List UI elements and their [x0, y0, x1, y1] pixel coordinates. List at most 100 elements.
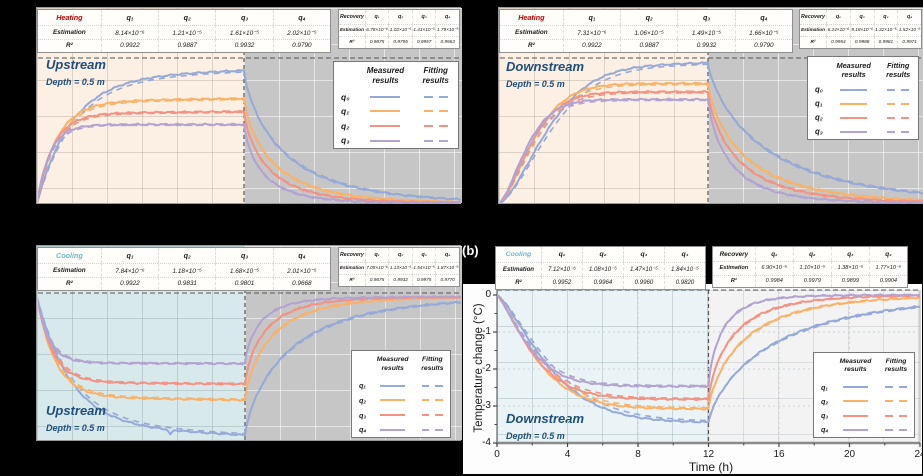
column-header: q₃: [215, 248, 272, 264]
column-header: q₄: [897, 10, 921, 24]
r2-value: 0.9984: [754, 274, 793, 287]
measured-curve-q₃: [38, 295, 461, 386]
phase-table: Heating q₁ q₂ q₃ q₄ Estimation 7.31×10⁻⁶ 1.06×1…: [499, 9, 793, 53]
x-tick-label: 0: [494, 449, 500, 460]
subfigure-label: (b): [462, 243, 479, 258]
legend-fitting-swatch: [415, 379, 450, 394]
column-header: q₁: [562, 10, 620, 26]
fitting-dash-swatch: [901, 103, 910, 106]
column-header: q₂: [158, 10, 215, 26]
estimation-value: 1.49×10⁻⁵: [677, 25, 735, 39]
row-label-estimation: Estimation: [38, 263, 101, 277]
row-label-estimation: Estimation: [500, 25, 563, 39]
r2-value: 0.9887: [620, 38, 678, 52]
r2-value: 0.9954: [826, 36, 850, 48]
legend-measured-swatch: [358, 119, 414, 134]
legend-fitting-swatch: [878, 380, 914, 394]
measured-line-swatch: [842, 400, 869, 403]
fitting-dash-swatch: [886, 103, 896, 106]
curves-group: [38, 69, 461, 204]
column-header: q₄: [663, 247, 705, 263]
legend-entry-label: q₁: [815, 99, 823, 109]
legend-measured-swatch: [358, 104, 414, 119]
r2-value: 0.9831: [158, 276, 216, 290]
column-header: q₂: [849, 10, 874, 24]
legend-entry-label: q₂: [341, 120, 350, 131]
table-title: Recovery: [339, 13, 364, 20]
r2-value: 0.9790: [734, 38, 792, 52]
legend-entry-label: q₁: [341, 106, 350, 117]
column-header: q₁: [754, 247, 793, 262]
fitting-curve-q₀: [500, 63, 923, 204]
r2-value: 0.9801: [215, 276, 273, 290]
r2-value: 0.9988: [849, 36, 874, 48]
estimation-value: 9.18×10⁻⁶: [849, 23, 874, 37]
fitting-dash-swatch: [899, 428, 907, 431]
curves-group: [38, 295, 461, 437]
r2-value: 0.9904: [868, 274, 907, 287]
y-tick-label: -1: [482, 326, 491, 337]
fitting-dash-swatch: [438, 95, 448, 98]
measured-curve-q₁: [38, 296, 461, 437]
fitting-dash-swatch: [435, 414, 443, 417]
column-header: q₄: [272, 248, 330, 264]
legend-measured-swatch: [371, 422, 415, 437]
r2-value: 0.9820: [663, 275, 705, 289]
r2-value: 0.9960: [622, 275, 664, 289]
legend-measured-swatch: [829, 111, 879, 125]
y-tick-label: -4: [482, 437, 491, 448]
fitting-curve-q₂: [38, 111, 461, 204]
column-header: q₄: [272, 10, 330, 26]
estimation-value: 1.68×10⁻⁵: [215, 263, 273, 277]
legend-entry-label: q₀: [341, 91, 350, 102]
fitting-dash-swatch: [885, 386, 893, 388]
legend-entry-label: q₂: [821, 396, 829, 406]
fitting-dash-swatch: [438, 110, 448, 113]
r2-value: 0.9932: [388, 274, 412, 286]
panel-cooling-downstream: (b) Temperature change (°C) Time (h) Dow…: [461, 240, 923, 476]
x-tick-label: 12: [702, 449, 715, 460]
legend-box: Measured results Fitting results q₀ q₁ q₂ q₃: [807, 56, 919, 140]
fitting-dash-swatch: [885, 414, 893, 417]
location-label: Downstream: [506, 411, 585, 426]
estimation-value: 7.05×10⁻⁶: [364, 261, 389, 275]
r2-value: 0.9981: [873, 36, 898, 48]
fitting-dash-swatch: [885, 400, 893, 403]
r2-value: 0.9887: [158, 38, 216, 52]
r2-value: 0.9971: [897, 36, 921, 48]
fitting-dash-swatch: [901, 117, 910, 120]
measured-line-swatch: [379, 428, 406, 431]
column-header: q₁: [540, 247, 582, 263]
legend-measured-swatch: [371, 393, 415, 408]
measured-line-swatch: [379, 384, 406, 387]
row-label-r2: R²: [38, 38, 101, 52]
column-header: q₂: [792, 247, 831, 262]
curves-svg: [38, 247, 461, 441]
column-header: q₂: [388, 10, 412, 24]
estimation-value: 1.79×10⁻⁵: [435, 23, 459, 37]
estimation-value: 8.14×10⁻⁶: [100, 25, 159, 39]
depth-label: Depth = 0.5 m: [506, 431, 565, 441]
x-axis-title: Time (h): [688, 460, 734, 474]
legend-header-measured: Measured results: [836, 60, 871, 80]
column-header: q₁: [364, 248, 389, 262]
row-label-estimation: Estimation: [38, 25, 101, 39]
legend-measured-swatch: [833, 423, 878, 437]
y-tick-label: -3: [482, 400, 491, 411]
fitting-curve-q₁: [38, 98, 461, 203]
legend-measured-swatch: [833, 394, 878, 408]
row-label-estimation: Estimation: [339, 23, 365, 37]
r2-value: 0.9957: [411, 36, 436, 48]
x-tick-label: 8: [635, 449, 641, 460]
r2-value: 0.9668: [272, 276, 330, 290]
legend-header-fitting: Fitting results: [422, 65, 449, 85]
legend-fitting-swatch: [878, 97, 918, 111]
r2-value: 0.9932: [677, 38, 735, 52]
column-header: q₃: [873, 10, 898, 24]
depth-label: Depth = 0.5 m: [46, 423, 105, 433]
fitting-dash-swatch: [421, 428, 430, 431]
measured-line-swatch: [839, 89, 868, 92]
location-label: Upstream: [46, 57, 106, 72]
legend-entry-label: q₃: [821, 411, 829, 421]
